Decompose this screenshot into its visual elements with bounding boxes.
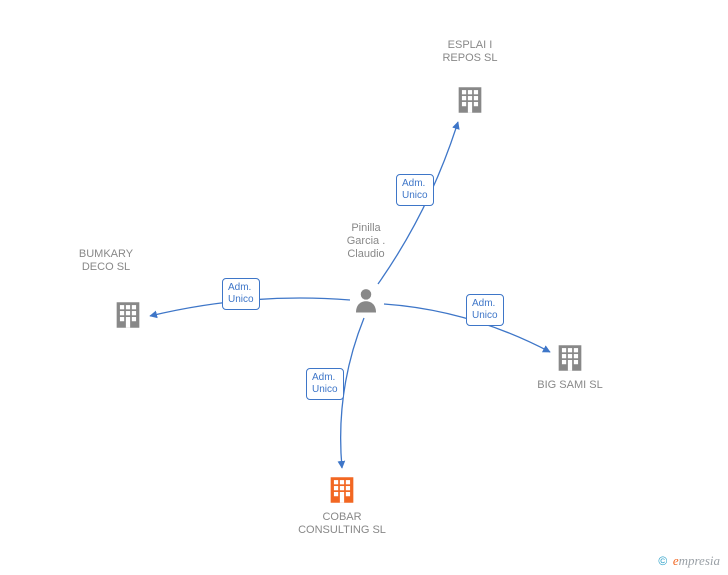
- building-icon: [111, 298, 145, 332]
- edge-label: Adm. Unico: [466, 294, 504, 326]
- company-node[interactable]: ESPLAI I REPOS SL: [453, 83, 487, 117]
- edge-line: [341, 318, 364, 468]
- watermark: © empresia: [658, 553, 720, 569]
- company-label: BUMKARY DECO SL: [79, 248, 133, 274]
- building-icon: [553, 341, 587, 375]
- building-icon: [453, 83, 487, 117]
- diagram-canvas: Pinilla Garcia . Claudio ESPLAI I REPOS …: [0, 0, 728, 575]
- company-node[interactable]: COBAR CONSULTING SL: [325, 473, 359, 507]
- edge-label: Adm. Unico: [222, 278, 260, 310]
- company-label: ESPLAI I REPOS SL: [442, 39, 497, 65]
- person-icon: [351, 284, 381, 316]
- company-node[interactable]: BIG SAMI SL: [553, 341, 587, 375]
- edge-label: Adm. Unico: [306, 368, 344, 400]
- company-label: COBAR CONSULTING SL: [298, 511, 386, 537]
- brand-rest: mpresia: [679, 553, 720, 568]
- person-label: Pinilla Garcia . Claudio: [347, 222, 386, 261]
- company-label: BIG SAMI SL: [537, 379, 602, 392]
- copyright-symbol: ©: [658, 554, 667, 568]
- person-node[interactable]: Pinilla Garcia . Claudio: [351, 284, 381, 316]
- building-icon: [325, 473, 359, 507]
- company-node[interactable]: BUMKARY DECO SL: [111, 298, 145, 332]
- edge-label: Adm. Unico: [396, 174, 434, 206]
